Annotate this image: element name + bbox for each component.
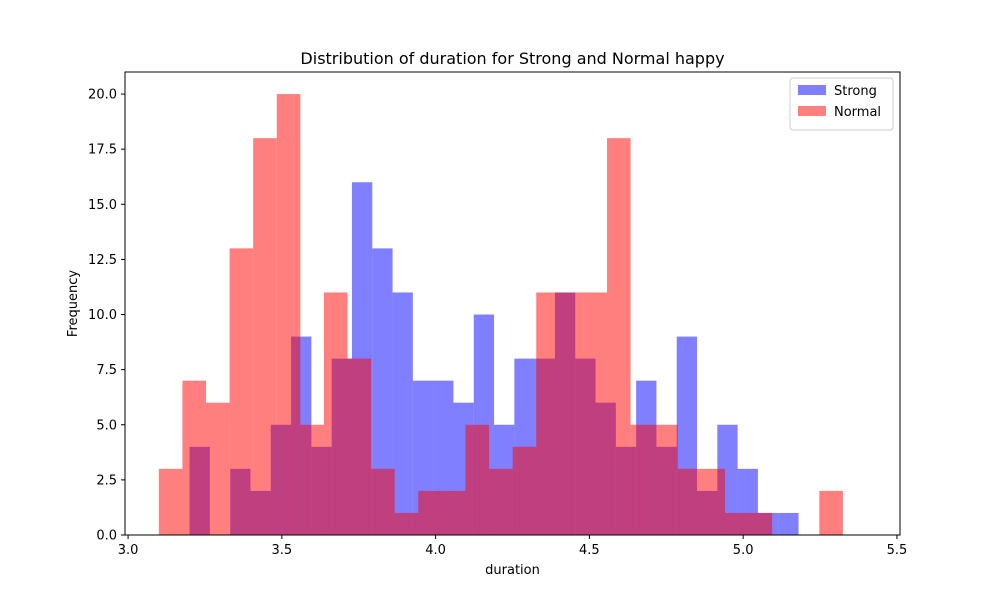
x-tick-label: 3.5 [272, 543, 293, 558]
legend-label-strong: Strong [834, 84, 877, 99]
bar-normal-12 [441, 490, 466, 535]
y-tick-label: 5.0 [96, 418, 117, 433]
bar-normal-4 [253, 138, 277, 535]
legend: Strong Normal [789, 77, 894, 131]
y-tick-label: 2.5 [96, 473, 117, 488]
y-tick-label: 10.0 [88, 308, 117, 323]
legend-swatch-normal [798, 106, 826, 116]
axes-frame [124, 71, 901, 536]
bar-normal-15 [512, 446, 537, 535]
y-tick-label: 7.5 [96, 363, 117, 378]
x-axis: 3.0 3.5 4.0 4.5 5.0 5.5 [118, 535, 908, 558]
y-tick-label: 15.0 [88, 198, 117, 213]
bar-normal-11 [418, 490, 442, 535]
x-tick-label: 4.0 [425, 543, 446, 558]
bar-normal-6 [300, 424, 324, 535]
y-tick-label: 17.5 [88, 143, 117, 158]
bar-normal-21 [654, 424, 678, 535]
legend-label-normal: Normal [834, 105, 881, 120]
bar-normal-22 [677, 468, 702, 535]
bar-normal-2 [206, 402, 230, 535]
bar-strong-10 [392, 292, 413, 535]
bar-normal-0 [158, 468, 183, 535]
bar-normal-17 [559, 292, 584, 535]
bar-normal-3 [229, 248, 254, 535]
bar-normal-5 [276, 94, 301, 536]
bar-normal-7 [323, 292, 348, 535]
legend-swatch-strong [798, 85, 826, 95]
bar-normal-25 [748, 512, 773, 535]
bar-strong-9 [372, 248, 393, 535]
bar-normal-20 [630, 424, 655, 535]
x-axis-label: duration [485, 563, 540, 578]
y-tick-label: 12.5 [88, 253, 117, 268]
bar-normal-23 [701, 468, 725, 535]
y-tick-label: 20.0 [88, 88, 117, 103]
bar-strong-29 [778, 512, 799, 535]
bar-normal-19 [607, 138, 631, 535]
bar-normal-28 [819, 490, 843, 535]
x-tick-label: 3.0 [118, 543, 139, 558]
bar-normal-16 [536, 292, 560, 535]
bar-normal-9 [371, 468, 395, 535]
bar-normal-10 [394, 512, 419, 535]
series-normal [158, 94, 843, 536]
y-axis: 0.0 2.5 5.0 7.5 10.0 12.5 15.0 17.5 20.0 [88, 88, 125, 544]
histogram-bars [158, 94, 843, 536]
y-axis-label: Frequency [66, 270, 81, 337]
bar-normal-8 [347, 358, 372, 535]
bar-normal-18 [583, 292, 608, 535]
bar-normal-1 [182, 380, 207, 535]
bar-normal-24 [724, 512, 749, 535]
chart-title: Distribution of duration for Strong and … [300, 49, 724, 68]
x-tick-label: 4.5 [579, 543, 600, 558]
y-tick-label: 0.0 [96, 529, 117, 544]
x-tick-label: 5.5 [887, 543, 908, 558]
x-tick-label: 5.0 [733, 543, 754, 558]
bar-normal-13 [465, 424, 490, 535]
bar-normal-14 [489, 468, 513, 535]
